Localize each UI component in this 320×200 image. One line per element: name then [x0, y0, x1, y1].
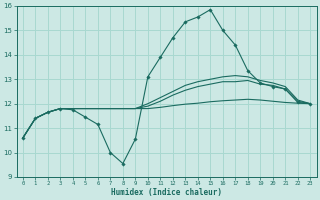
X-axis label: Humidex (Indice chaleur): Humidex (Indice chaleur)	[111, 188, 222, 197]
